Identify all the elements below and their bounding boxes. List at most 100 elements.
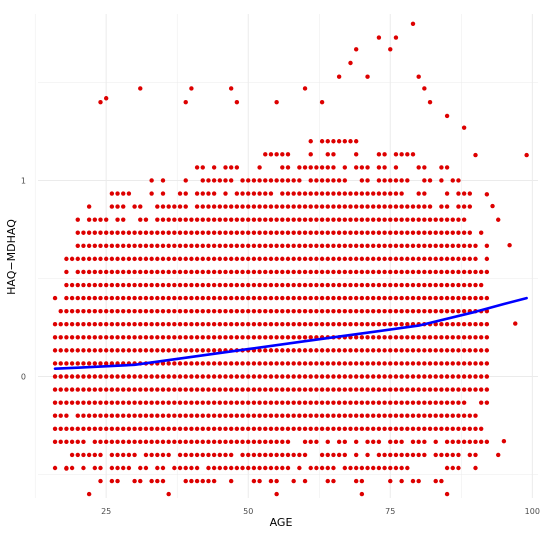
scatter-point xyxy=(132,256,137,262)
scatter-point xyxy=(319,217,325,222)
scatter-point xyxy=(172,256,177,262)
scatter-point xyxy=(64,295,69,301)
scatter-point xyxy=(160,295,166,301)
scatter-point xyxy=(376,452,382,458)
scatter-point xyxy=(58,361,63,366)
scatter-point xyxy=(234,269,240,275)
scatter-point xyxy=(251,230,257,235)
scatter-point xyxy=(138,243,143,249)
scatter-point xyxy=(336,413,342,418)
scatter-point xyxy=(501,438,507,444)
scatter-point xyxy=(183,178,188,183)
scatter-point xyxy=(274,152,279,157)
scatter-point xyxy=(484,322,490,327)
scatter-point xyxy=(439,361,444,366)
scatter-point xyxy=(388,348,393,353)
scatter-point xyxy=(280,152,285,157)
scatter-point xyxy=(183,374,188,379)
scatter-point xyxy=(69,400,75,405)
scatter-point xyxy=(353,308,359,314)
scatter-point xyxy=(200,335,205,340)
scatter-point xyxy=(263,295,268,301)
scatter-point xyxy=(274,439,279,445)
scatter-point xyxy=(115,230,120,235)
scatter-point xyxy=(291,322,296,327)
scatter-point xyxy=(473,452,478,458)
scatter-point xyxy=(155,348,160,353)
scatter-point xyxy=(393,165,399,170)
scatter-point xyxy=(461,387,467,392)
scatter-point xyxy=(121,282,126,288)
scatter-point xyxy=(268,269,274,275)
scatter-point xyxy=(166,426,171,431)
scatter-point xyxy=(166,335,171,340)
scatter-point xyxy=(246,191,251,196)
scatter-point xyxy=(268,230,274,235)
scatter-point xyxy=(115,191,120,196)
scatter-point xyxy=(331,204,336,209)
scatter-point xyxy=(353,361,359,366)
scatter-point xyxy=(240,452,245,458)
scatter-point xyxy=(456,439,461,445)
scatter-point xyxy=(246,400,251,405)
scatter-point xyxy=(410,400,416,405)
scatter-point xyxy=(109,191,115,196)
scatter-point xyxy=(291,256,296,262)
scatter-point xyxy=(376,439,382,445)
scatter-point xyxy=(183,230,188,235)
scatter-point xyxy=(257,452,262,458)
scatter-point xyxy=(376,400,382,405)
scatter-point xyxy=(234,361,240,366)
scatter-point xyxy=(439,426,444,431)
scatter-point xyxy=(183,191,188,196)
scatter-point xyxy=(172,348,177,353)
scatter-point xyxy=(405,322,410,327)
scatter-point xyxy=(439,282,444,288)
scatter-point xyxy=(52,335,58,340)
scatter-point xyxy=(75,413,80,418)
scatter-point xyxy=(422,361,427,366)
scatter-point xyxy=(98,99,103,105)
scatter-point xyxy=(422,452,427,458)
scatter-point xyxy=(200,217,205,222)
scatter-point xyxy=(388,361,393,366)
scatter-point xyxy=(132,439,137,445)
scatter-point xyxy=(200,308,205,314)
scatter-point xyxy=(177,387,183,392)
scatter-point xyxy=(228,230,234,235)
scatter-point xyxy=(183,217,188,222)
scatter-point xyxy=(336,282,342,288)
scatter-point xyxy=(69,374,75,379)
scatter-point xyxy=(200,282,205,288)
scatter-point xyxy=(399,387,404,392)
scatter-point xyxy=(297,308,302,314)
scatter-point xyxy=(75,374,80,379)
scatter-point xyxy=(280,348,285,353)
scatter-point xyxy=(206,243,211,249)
scatter-point xyxy=(234,308,240,314)
scatter-point xyxy=(484,335,490,340)
scatter-point xyxy=(194,322,200,327)
scatter-point xyxy=(353,465,359,471)
scatter-point xyxy=(211,413,217,418)
scatter-point xyxy=(189,243,194,249)
scatter-point xyxy=(257,165,262,170)
scatter-point xyxy=(405,243,410,249)
scatter-point xyxy=(319,243,325,249)
scatter-point xyxy=(382,269,387,275)
scatter-point xyxy=(172,308,177,314)
scatter-point xyxy=(58,387,63,392)
scatter-point xyxy=(263,452,268,458)
scatter-point xyxy=(285,217,291,222)
scatter-point xyxy=(433,400,438,405)
scatter-point xyxy=(166,348,171,353)
scatter-point xyxy=(302,282,308,288)
scatter-point xyxy=(371,230,376,235)
scatter-point xyxy=(433,256,438,262)
scatter-point xyxy=(189,348,194,353)
scatter-point xyxy=(75,295,80,301)
scatter-point xyxy=(399,217,404,222)
scatter-point xyxy=(103,256,109,262)
scatter-point xyxy=(353,374,359,379)
scatter-point xyxy=(439,230,444,235)
